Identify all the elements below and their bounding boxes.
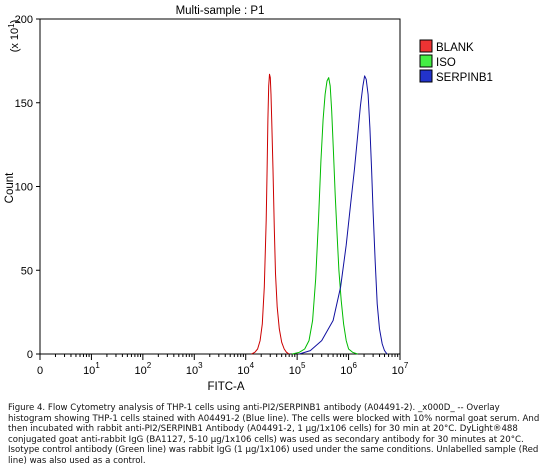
plot-frame [39, 18, 401, 355]
y-tick-label: 200 [15, 14, 33, 26]
y-tick-label: 0 [27, 349, 33, 361]
x-tick-label: 101 [83, 361, 100, 377]
legend-swatch-iso [419, 54, 433, 68]
x-tick-label: 104 [237, 361, 254, 377]
y-axis-label: Count [4, 172, 16, 203]
x-tick-label: 105 [289, 361, 306, 377]
y-axis-ticks: 0 50 100 150 200 [15, 14, 40, 361]
y-tick-label: 50 [21, 265, 33, 277]
chart-title: Multi-sample : P1 [176, 5, 265, 17]
legend-label-blank: BLANK [436, 42, 474, 54]
y-tick-label: 100 [15, 182, 33, 194]
x-axis-ticks: 0 101 102 103 104 105 106 107 [37, 354, 409, 377]
x-tick-label: 0 [37, 365, 43, 377]
series-line-blank [251, 73, 290, 355]
legend-label-iso: ISO [436, 57, 456, 69]
legend-swatch-blank [419, 39, 433, 53]
legend-label-serpinb1: SERPINB1 [436, 72, 493, 84]
x-axis-label: FITC-A [207, 381, 244, 393]
y-tick-label: 150 [15, 98, 33, 110]
flow-cytometry-chart: Multi-sample : P1 (x 101) Count FITC-A 0… [4, 5, 493, 393]
x-tick-label: 107 [392, 361, 409, 377]
series-line-iso [292, 77, 358, 355]
series-line-serpinb1 [299, 75, 388, 355]
legend: BLANK ISO SERPINB1 [419, 39, 493, 84]
figure-caption: Figure 4. Flow Cytometry analysis of THP… [8, 403, 540, 466]
x-tick-label: 103 [186, 361, 203, 377]
x-tick-label: 106 [340, 361, 357, 377]
histogram-series [251, 73, 388, 355]
x-tick-label: 102 [135, 361, 152, 377]
legend-swatch-serpinb1 [419, 69, 433, 83]
y-multiplier-label: (x 101) [7, 20, 22, 53]
